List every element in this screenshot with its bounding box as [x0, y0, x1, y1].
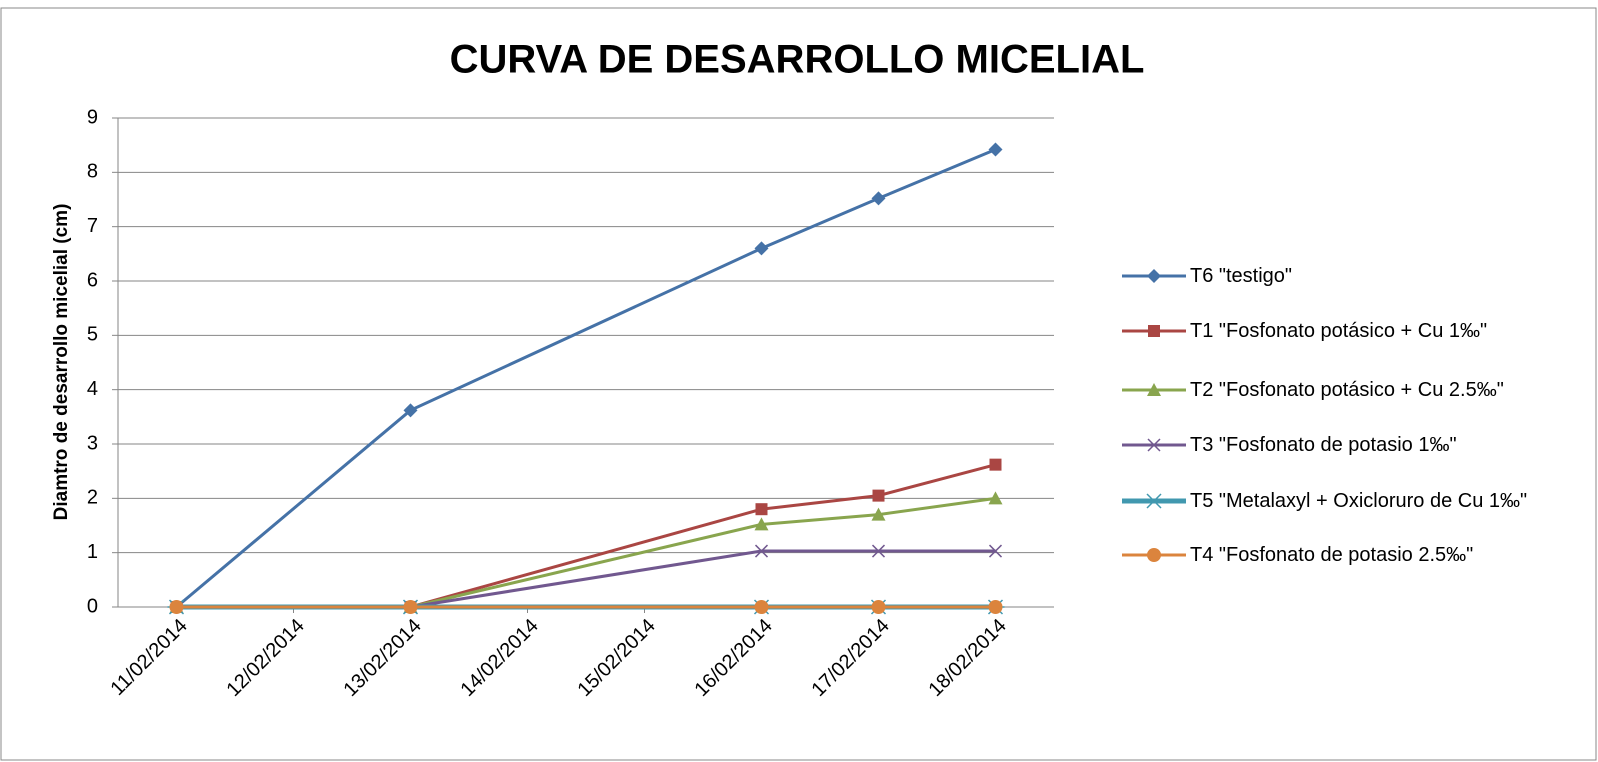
y-tick-label: 5: [87, 324, 98, 346]
legend-label: T4 "Fosfonato de potasio 2.5‰": [1190, 544, 1474, 566]
legend-label: T2 "Fosfonato potásico + Cu 2.5‰": [1190, 379, 1504, 401]
y-tick-label: 7: [87, 215, 98, 237]
marker: [755, 503, 768, 516]
marker: [1145, 493, 1163, 509]
marker: [988, 142, 1003, 157]
y-tick-label: 2: [87, 487, 98, 509]
y-tick-label: 6: [87, 269, 98, 291]
marker: [1147, 438, 1161, 452]
marker: [871, 507, 886, 521]
y-tick-label: 1: [87, 541, 98, 563]
y-tick-label: 0: [87, 595, 98, 617]
legend-label: T6 "testigo": [1190, 265, 1293, 287]
marker: [989, 458, 1002, 471]
y-axis-label: Diamtro de desarrollo micelial (cm): [51, 204, 72, 521]
marker: [871, 600, 886, 614]
chart-border: [0, 7, 1597, 761]
legend-label: T3 "Fosfonato de potasio 1‰": [1190, 434, 1457, 456]
y-tick-label: 9: [87, 106, 98, 128]
marker: [1147, 383, 1161, 396]
marker: [169, 600, 184, 614]
legend-label: T5 "Metalaxyl + Oxicloruro de Cu 1‰": [1190, 490, 1528, 512]
marker: [403, 403, 418, 418]
marker: [754, 241, 769, 256]
marker: [1147, 548, 1161, 562]
marker: [871, 544, 886, 558]
y-tick-label: 3: [87, 432, 98, 454]
marker: [754, 517, 769, 531]
marker: [1148, 325, 1160, 337]
marker: [871, 191, 886, 206]
marker: [754, 544, 769, 558]
marker: [1147, 269, 1161, 283]
marker: [403, 600, 418, 614]
marker: [988, 491, 1003, 505]
marker: [988, 544, 1003, 558]
marker: [872, 489, 885, 502]
legend-label: T1 "Fosfonato potásico + Cu 1‰": [1190, 320, 1488, 342]
chart-title: CURVA DE DESARROLLO MICELIAL: [450, 38, 1145, 82]
y-tick-label: 8: [87, 161, 98, 183]
y-tick-label: 4: [87, 378, 98, 400]
marker: [754, 600, 769, 614]
marker: [988, 600, 1003, 614]
